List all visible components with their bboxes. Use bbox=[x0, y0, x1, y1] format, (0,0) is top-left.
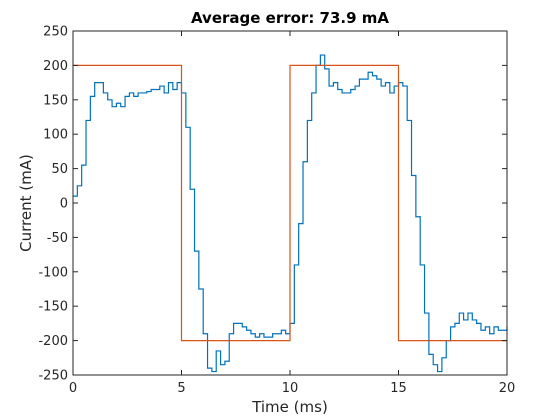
x-axis-ticks: 0 5 10 15 20 bbox=[69, 31, 515, 396]
y-tick-label: -200 bbox=[38, 334, 68, 349]
x-tick-label: 5 bbox=[177, 381, 185, 396]
y-tick-label: 50 bbox=[51, 162, 68, 177]
y-tick-label: 250 bbox=[43, 25, 68, 40]
x-tick-label: 10 bbox=[282, 381, 299, 396]
x-tick-label: 15 bbox=[390, 381, 407, 396]
chart-title: Average error: 73.9 mA bbox=[191, 9, 389, 27]
y-tick-label: -150 bbox=[38, 300, 68, 315]
y-tick-label: -50 bbox=[47, 231, 68, 246]
series-line-1 bbox=[73, 54, 508, 373]
y-tick-label: 200 bbox=[43, 59, 68, 74]
y-tick-label: 0 bbox=[60, 197, 68, 212]
series-line-2 bbox=[73, 64, 507, 342]
y-tick-label: -250 bbox=[38, 369, 68, 384]
y-tick-label: 150 bbox=[43, 93, 68, 108]
y-axis-label: Current (mA) bbox=[17, 154, 35, 252]
y-tick-label: -100 bbox=[38, 265, 68, 280]
x-tick-label: 20 bbox=[499, 381, 516, 396]
y-axis-ticks: -250 -200 -150 -100 -50 0 50 100 150 200 250 bbox=[38, 25, 507, 384]
series-layer bbox=[73, 54, 508, 373]
y-tick-label: 100 bbox=[43, 128, 68, 143]
x-axis-label: Time (ms) bbox=[251, 398, 328, 416]
x-tick-label: 0 bbox=[69, 381, 77, 396]
